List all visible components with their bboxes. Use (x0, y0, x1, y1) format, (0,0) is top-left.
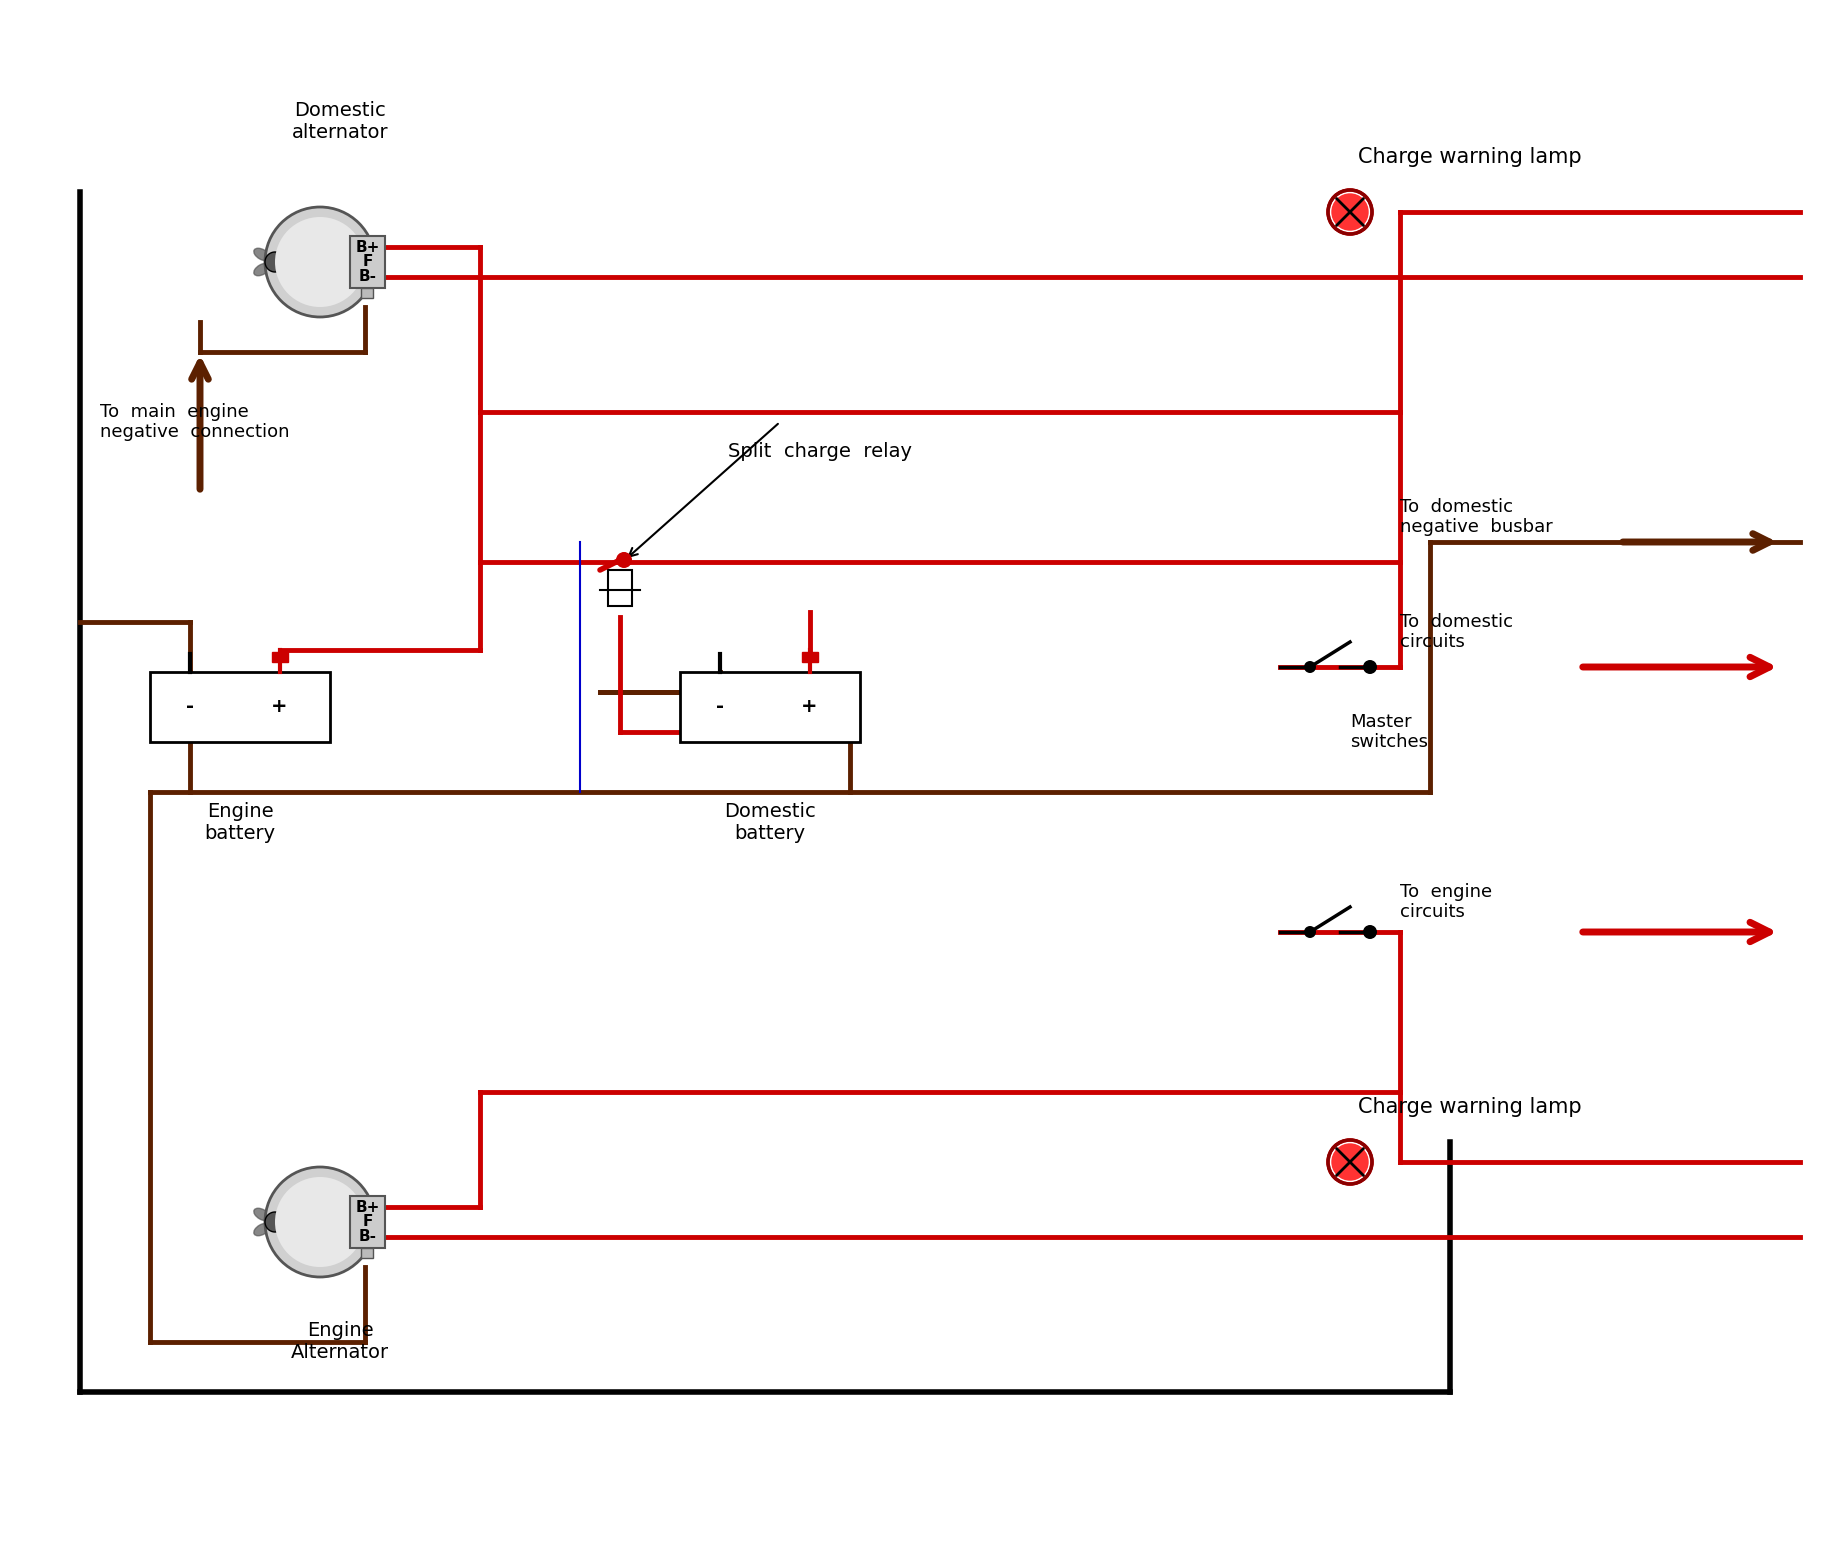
Ellipse shape (280, 248, 296, 261)
Circle shape (274, 217, 364, 307)
Text: To  domestic
negative  busbar: To domestic negative busbar (1399, 498, 1552, 537)
Text: +: + (270, 697, 287, 717)
Text: Engine
battery: Engine battery (204, 802, 276, 843)
Ellipse shape (254, 1209, 270, 1221)
Text: +: + (802, 697, 817, 717)
Circle shape (1331, 1143, 1368, 1181)
Circle shape (620, 554, 629, 563)
Circle shape (1363, 925, 1376, 939)
Bar (151, 672, 329, 742)
Circle shape (1363, 660, 1376, 674)
Bar (349, 1197, 384, 1247)
Text: Master
switches: Master switches (1350, 712, 1427, 751)
Text: Charge warning lamp: Charge warning lamp (1357, 1096, 1582, 1116)
Text: F: F (362, 1215, 373, 1229)
Circle shape (265, 1212, 285, 1232)
Text: B+: B+ (355, 241, 379, 254)
Text: Charge warning lamp: Charge warning lamp (1357, 146, 1582, 167)
Circle shape (1304, 927, 1315, 938)
Ellipse shape (280, 1209, 296, 1221)
Text: To  engine
circuits: To engine circuits (1399, 882, 1491, 922)
Circle shape (1328, 190, 1372, 234)
Text: B+: B+ (355, 1200, 379, 1215)
Text: -: - (715, 697, 723, 717)
Bar (680, 672, 859, 742)
Ellipse shape (254, 248, 270, 261)
Text: B-: B- (359, 1229, 377, 1244)
Text: -: - (186, 697, 193, 717)
Ellipse shape (254, 1223, 270, 1235)
Circle shape (274, 1177, 364, 1268)
Ellipse shape (270, 1227, 280, 1246)
Bar (272, 652, 287, 662)
Bar (802, 652, 817, 662)
Circle shape (1328, 1140, 1372, 1184)
Ellipse shape (254, 264, 270, 276)
Bar (607, 571, 631, 606)
Ellipse shape (270, 268, 280, 285)
Ellipse shape (280, 1223, 296, 1235)
Text: To  main  engine
negative  connection: To main engine negative connection (99, 402, 289, 441)
Text: Domestic
alternator: Domestic alternator (292, 100, 388, 142)
Bar (349, 236, 384, 288)
Ellipse shape (280, 264, 296, 276)
Circle shape (1331, 193, 1368, 231)
Text: B-: B- (359, 268, 377, 284)
Circle shape (1304, 662, 1315, 672)
Circle shape (265, 1167, 375, 1277)
Text: F: F (362, 254, 373, 270)
Bar (360, 1247, 371, 1258)
Ellipse shape (270, 237, 280, 256)
Circle shape (265, 207, 375, 318)
Text: Split  charge  relay: Split charge relay (728, 443, 912, 461)
Text: To  domestic
circuits: To domestic circuits (1399, 612, 1512, 651)
Ellipse shape (270, 1198, 280, 1217)
Circle shape (616, 552, 631, 567)
Text: Engine
Alternator: Engine Alternator (291, 1321, 388, 1362)
Circle shape (265, 251, 285, 271)
Text: Domestic
battery: Domestic battery (725, 802, 815, 843)
Bar (360, 288, 371, 298)
